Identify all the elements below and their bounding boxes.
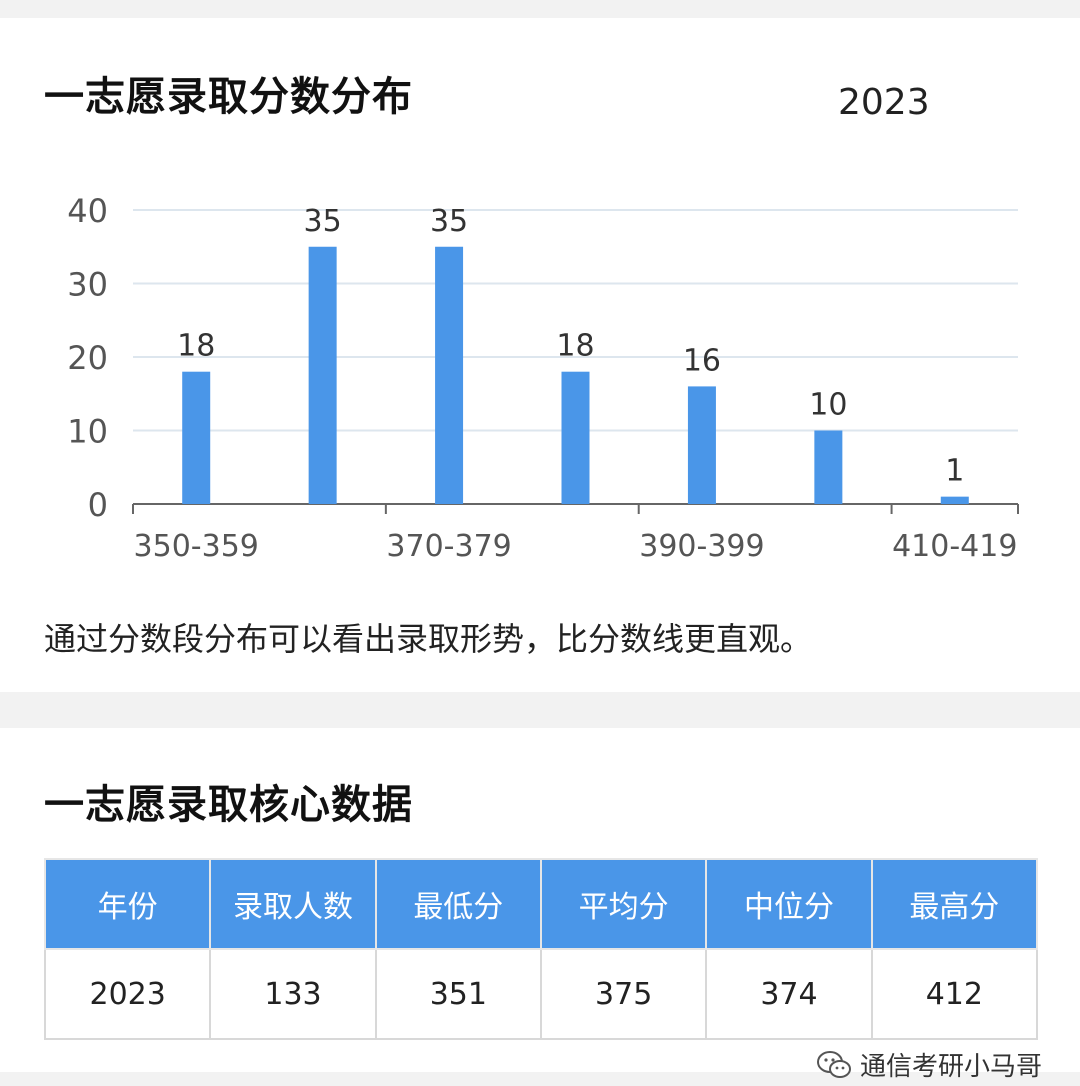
watermark: 通信考研小马哥 (816, 1046, 1042, 1083)
bar-value-label: 18 (556, 329, 594, 364)
wechat-official-account-icon (816, 1050, 851, 1078)
score-distribution-chart: 0 10 20 30 40 350-359 370-379 390-399 410-419 18 3… (67, 192, 1019, 564)
core-data-card: 一志愿录取核心数据 年份 录取人数 最低分 平均分 中位分 最高分 2023 1… (0, 728, 1080, 1082)
core-data-table: 年份 录取人数 最低分 平均分 中位分 最高分 2023 133 351 375… (43, 858, 1039, 1040)
cell-max-score: 412 (870, 948, 1039, 1040)
bar-value-label: 16 (683, 343, 721, 378)
bar (308, 246, 337, 504)
year-label: 2023 (838, 82, 930, 123)
bar (561, 371, 590, 504)
cell-admitted-count: 133 (209, 948, 377, 1040)
table-row: 2023 133 351 375 374 412 (43, 948, 1039, 1040)
bar-value-label: 35 (304, 204, 342, 239)
y-tick-label: 40 (67, 192, 108, 230)
bar (435, 246, 464, 504)
distribution-card: 一志愿录取分数分布 2023 0 10 20 30 40 350-359 370-379 39… (0, 18, 1080, 692)
bar-value-label: 10 (809, 388, 847, 423)
chart-caption: 通过分数段分布可以看出录取形势，比分数线更直观。 (44, 620, 813, 658)
x-tick-label: 370-379 (386, 529, 511, 564)
header-avg-score: 平均分 (539, 858, 708, 950)
x-tick-label: 410-419 (892, 529, 1017, 564)
core-data-title: 一志愿录取核心数据 (44, 782, 413, 828)
y-tick-label: 0 (88, 486, 108, 524)
header-median-score: 中位分 (705, 858, 873, 950)
y-tick-label: 20 (67, 339, 108, 377)
y-tick-label: 30 (67, 266, 108, 304)
bar-value-label: 18 (177, 329, 215, 364)
x-tick-label: 390-399 (639, 529, 764, 564)
distribution-title: 一志愿录取分数分布 (44, 74, 413, 120)
header-year: 年份 (43, 858, 212, 950)
cell-median-score: 374 (705, 948, 873, 1040)
bar (182, 371, 211, 504)
cell-avg-score: 375 (539, 948, 708, 1040)
bar (940, 496, 969, 504)
bar (814, 430, 843, 504)
bar-value-label: 35 (430, 204, 468, 239)
bar (687, 386, 716, 504)
table-header-row: 年份 录取人数 最低分 平均分 中位分 最高分 (43, 858, 1039, 950)
bar-value-label: 1 (945, 454, 964, 489)
watermark-text: 通信考研小马哥 (859, 1052, 1042, 1082)
header-min-score: 最低分 (374, 858, 542, 950)
cell-year: 2023 (43, 948, 212, 1040)
header-admitted-count: 录取人数 (209, 858, 377, 950)
x-tick-label: 350-359 (134, 529, 259, 564)
cell-min-score: 351 (374, 948, 542, 1040)
y-tick-label: 10 (67, 413, 108, 451)
header-max-score: 最高分 (870, 858, 1039, 950)
